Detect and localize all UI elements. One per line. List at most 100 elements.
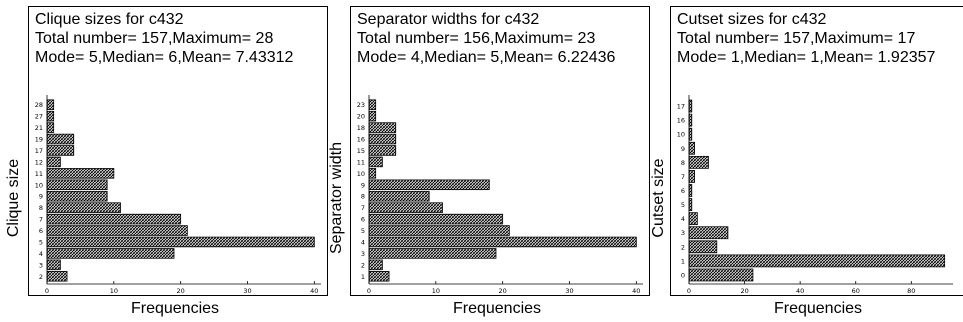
y-tick-label: 16 <box>677 117 685 125</box>
x-tick-label: 40 <box>310 287 318 295</box>
y-tick-label: 7 <box>39 216 43 224</box>
y-tick-label: 3 <box>681 229 685 237</box>
bar <box>46 133 75 145</box>
bar <box>368 259 383 271</box>
y-tick-label: 5 <box>361 227 365 235</box>
bar <box>368 122 397 133</box>
chart-title: Cutset sizes for c432 <box>677 11 827 28</box>
y-axis-label: Cutset size <box>650 158 667 238</box>
y-tick-label: 1 <box>681 257 685 265</box>
bar <box>688 254 946 268</box>
y-tick-label: 4 <box>39 250 43 258</box>
bar <box>368 179 490 191</box>
x-tick-label: 10 <box>110 287 118 295</box>
bar <box>46 248 175 259</box>
chart-stats-line1: Total number= 156,Maximum= 23 <box>357 30 596 47</box>
bar <box>688 113 693 127</box>
y-tick-label: 1 <box>361 273 365 281</box>
bar <box>688 184 693 197</box>
y-tick-label: 23 <box>357 101 365 109</box>
bar <box>368 156 383 168</box>
bar <box>46 236 315 248</box>
x-axis-label: Frequencies <box>130 300 220 317</box>
chart-stats-line1: Total number= 157,Maximum= 17 <box>677 30 916 47</box>
bar <box>688 141 695 155</box>
bar <box>688 212 698 226</box>
bar <box>46 110 55 122</box>
y-tick-label: 3 <box>39 261 43 269</box>
y-tick-label: 10 <box>357 170 365 178</box>
y-tick-label: 0 <box>681 271 685 279</box>
y-tick-label: 21 <box>35 124 43 132</box>
y-tick-label: 17 <box>35 147 43 155</box>
y-tick-label: 10 <box>35 181 43 189</box>
y-tick-label: 27 <box>35 113 43 121</box>
bar <box>46 156 61 168</box>
bar <box>688 240 718 254</box>
y-tick-label: 18 <box>357 124 365 132</box>
bar <box>368 248 497 259</box>
y-tick-label: 5 <box>39 238 43 246</box>
bar <box>46 168 115 179</box>
y-tick-label: 9 <box>361 181 365 189</box>
y-tick-label: 8 <box>361 193 365 201</box>
bar <box>46 145 75 156</box>
bar <box>688 155 709 169</box>
y-tick-label: 9 <box>39 193 43 201</box>
y-tick-label: 8 <box>681 159 685 167</box>
bar <box>368 110 377 122</box>
y-tick-label: 11 <box>357 158 365 166</box>
y-tick-label: 7 <box>361 204 365 212</box>
y-tick-label: 4 <box>681 215 685 223</box>
x-tick-label: 40 <box>796 287 804 295</box>
x-tick-label: 30 <box>243 287 251 295</box>
bar <box>368 99 377 110</box>
y-tick-label: 8 <box>39 204 43 212</box>
y-tick-label: 10 <box>677 131 685 139</box>
x-tick-label: 30 <box>565 287 573 295</box>
chart-header: Separator widths for c432 Total number= … <box>357 10 615 67</box>
bar <box>368 225 510 236</box>
bar <box>368 133 397 145</box>
x-tick-label: 10 <box>432 287 440 295</box>
chart-title: Separator widths for c432 <box>357 11 540 28</box>
bar <box>688 226 729 240</box>
chart-stats-line2: Mode= 5,Median= 6,Mean= 7.43312 <box>35 49 294 66</box>
y-tick-label: 16 <box>357 136 365 144</box>
bar <box>46 190 108 202</box>
x-tick-label: 20 <box>740 287 748 295</box>
y-tick-label: 11 <box>35 170 43 178</box>
y-tick-label: 17 <box>677 103 685 111</box>
bar <box>46 179 108 191</box>
y-tick-label: 7 <box>681 173 685 181</box>
y-tick-label: 20 <box>357 113 365 121</box>
y-tick-label: 19 <box>35 136 43 144</box>
chart-plot: 2 3 4 5 6 7 8 9 10 11 12 17 19 21 27 28 0 10 20 30 40 <box>35 95 321 295</box>
bar <box>46 99 55 110</box>
bar <box>46 122 55 133</box>
y-tick-label: 28 <box>35 101 43 109</box>
bar <box>368 236 637 248</box>
chart-panel-separator: Separator widths for c432 Total number= … <box>350 6 650 296</box>
bar <box>368 202 443 213</box>
x-tick-label: 60 <box>852 287 860 295</box>
x-tick-label: 0 <box>367 287 371 295</box>
chart-stats-line1: Total number= 157,Maximum= 28 <box>35 30 274 47</box>
bar <box>46 271 68 282</box>
chart-header: Clique sizes for c432 Total number= 157,… <box>35 10 293 67</box>
bar <box>688 99 693 113</box>
x-axis-label: Frequencies <box>452 300 542 317</box>
bar <box>688 268 754 282</box>
bar <box>46 213 182 225</box>
y-tick-label: 2 <box>361 261 365 269</box>
y-tick-label: 9 <box>681 145 685 153</box>
y-tick-label: 5 <box>681 201 685 209</box>
bar <box>368 168 377 179</box>
bar <box>368 271 390 282</box>
chart-stats-line2: Mode= 4,Median= 5,Mean= 6.22436 <box>357 49 616 66</box>
chart-panel-clique: Clique sizes for c432 Total number= 157,… <box>28 6 328 296</box>
y-tick-label: 3 <box>361 250 365 258</box>
x-axis-label: Frequencies <box>773 300 863 317</box>
chart-plot: 0 1 2 3 4 5 6 7 8 9 10 16 17 0 20 40 60 80 <box>677 95 953 295</box>
x-tick-label: 40 <box>632 287 640 295</box>
